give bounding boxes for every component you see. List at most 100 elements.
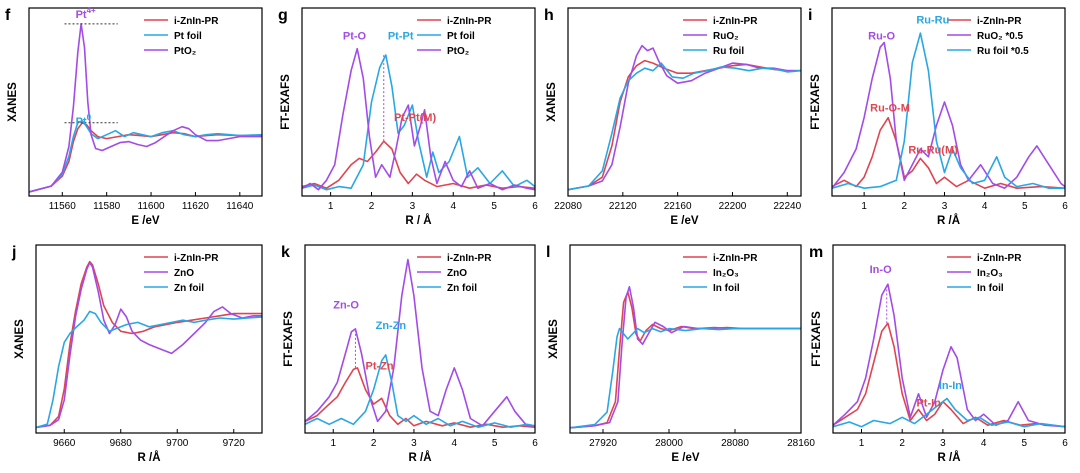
x-tick-label-m-1: 2 [899,438,905,449]
annotation-k-2: Pt-Zn [366,360,394,372]
legend-label-h-2: Ru foil [713,46,744,57]
legend-label-i-1: RuO₂ *0.5 [977,31,1024,42]
annotation-i-0: Ru-O [868,30,895,42]
series-line-j-0 [36,260,262,429]
y-axis-label-f: XANES [7,82,19,122]
panel-i: 1 2 3 4 5 6 R /Å FT-EXAFS i i-ZnIn-PR RuO₂ *0.5 Ru … [808,7,1068,227]
legend-label-i-2: Ru foil *0.5 [977,46,1029,57]
panel-h: 22080 22120 22160 22200 22240 E /eV XANES h i-Zn… [544,7,802,227]
y-axis-label-m: FT-EXAFS [811,311,823,367]
series-line-f-0 [29,122,262,193]
series-line-m-0 [833,322,1065,428]
x-axis-label-m: R /Å [938,451,961,464]
x-tick-label-f-4: 11640 [226,201,254,212]
legend-label-k-1: ZnO [447,268,467,279]
x-axis-label-k: R /Å [409,451,432,464]
x-tick-label-f-1: 11580 [93,201,121,212]
annotation-k-0: Zn-O [333,300,359,312]
plot-frame-i [831,7,1066,197]
x-axis-label-h: E /eV [670,215,698,227]
series-line-g-2 [302,47,535,191]
x-tick-label-l-1: 28000 [655,438,683,449]
x-tick-label-g-0: 1 [328,201,334,212]
series-line-l-0 [570,291,801,429]
series-line-f-1 [29,120,262,193]
panel-label-i: i [808,7,812,24]
x-tick-label-l-2: 28080 [721,438,749,449]
x-tick-label-f-3: 11620 [182,201,210,212]
series-line-k-2 [305,354,535,428]
x-axis-label-i: R /Å [937,214,960,227]
x-tick-label-i-5: 6 [1062,201,1068,212]
series-line-f-2 [29,23,262,193]
legend-label-g-1: Pt foil [447,31,475,42]
y-axis-label-g: FT-EXAFS [280,74,292,130]
series-line-i-2 [832,32,1065,189]
y-axis-label-k: FT-EXAFS [283,311,295,367]
x-tick-label-h-2: 22160 [664,201,692,212]
annotation-m-2: Pt-In [916,397,941,409]
x-tick-label-g-3: 4 [450,201,456,212]
annotation-m-1: In-In [939,380,962,392]
x-tick-label-k-1: 2 [371,438,377,449]
x-tick-label-j-0: 9660 [53,438,76,449]
x-tick-label-m-2: 3 [940,438,946,449]
legend-label-g-2: PtO₂ [447,46,469,57]
annotation-g-0: Pt-O [343,30,367,42]
legend-label-i-0: i-ZnIn-PR [977,16,1022,27]
series-line-l-2 [570,327,801,429]
series-line-i-1 [832,41,1065,189]
annotation-g-1: Pt-Pt [388,30,414,42]
annotation-i-3: Ru-Ru(M) [908,145,958,157]
x-tick-label-h-4: 22240 [773,201,801,212]
panel-label-g: g [278,7,288,24]
x-axis-label-g: R / Å [405,214,431,227]
annotation-k-1: Zn-Zn [376,320,407,332]
series-line-j-1 [36,261,262,429]
plot-frame-g [301,7,536,197]
legend-label-j-2: Zn foil [174,283,204,294]
x-axis-label-j: R /Å [138,451,161,464]
plot-frame-l [569,244,802,434]
series-line-j-2 [36,310,262,429]
x-tick-label-l-3: 28160 [787,438,815,449]
x-tick-label-i-2: 3 [942,201,948,212]
annotation-i-1: Ru-Ru [916,15,949,27]
series-line-k-0 [305,367,535,428]
x-tick-label-i-0: 1 [861,201,867,212]
plot-frame-j [35,244,263,434]
legend-label-h-1: RuO₂ [713,31,739,42]
x-tick-label-i-4: 5 [1022,201,1028,212]
x-tick-label-g-4: 5 [491,201,497,212]
panel-label-k: k [281,244,290,261]
x-tick-label-h-0: 22080 [554,201,582,212]
x-tick-label-i-1: 2 [902,201,908,212]
series-line-k-1 [305,258,535,427]
legend-label-l-0: i-ZnIn-PR [713,253,758,264]
panel-j: 9660 9680 9700 9720 R /Å XANES j i-ZnIn-PR ZnO Zn… [11,244,263,464]
y-axis-label-j: XANES [14,319,26,359]
x-tick-label-f-2: 11600 [138,201,166,212]
annotation-superscript: 0 [87,113,92,122]
series-line-g-0 [302,140,535,189]
panel-label-h: h [544,7,554,24]
legend-label-j-1: ZnO [174,268,194,279]
legend-label-m-0: i-ZnIn-PR [977,253,1022,264]
x-tick-label-f-0: 11560 [49,201,77,212]
y-axis-label-l: XANES [548,319,560,359]
annotation-m-0: In-O [870,264,892,276]
x-tick-label-m-3: 4 [981,438,987,449]
x-tick-label-g-5: 6 [532,201,538,212]
panel-k: 1 2 3 4 5 6 R /Å FT-EXAFS k i-ZnIn-PR ZnO Zn foil Zn… [281,244,538,464]
legend-label-k-2: Zn foil [447,283,477,294]
x-tick-label-k-4: 5 [492,438,498,449]
x-tick-label-k-0: 1 [330,438,336,449]
series-line-h-0 [568,59,801,191]
x-tick-label-j-3: 9720 [223,438,246,449]
series-line-g-1 [302,54,535,191]
x-axis-label-f: E /eV [131,215,159,227]
x-tick-label-j-2: 9700 [166,438,189,449]
panel-m: 1 2 3 4 5 6 R /Å FT-EXAFS m i-ZnIn-PR In₂O₃ In foil… [809,244,1068,464]
series-line-m-1 [833,283,1065,428]
